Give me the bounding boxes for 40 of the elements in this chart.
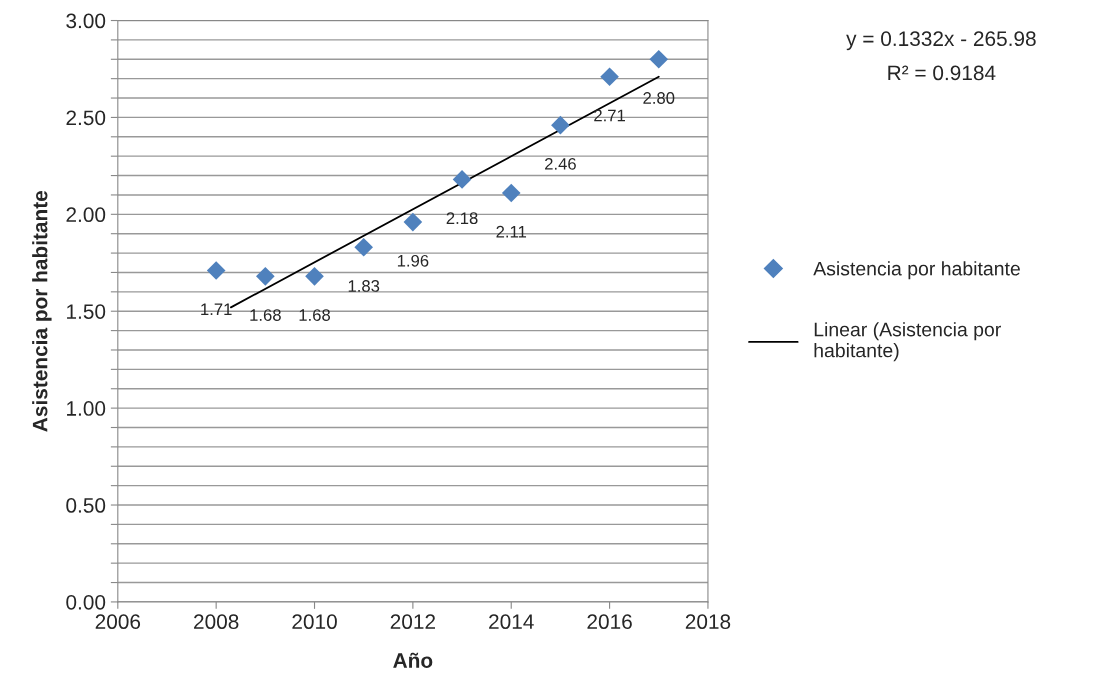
data-label: 1.96 — [397, 254, 429, 267]
point — [403, 212, 423, 232]
x-tick-label: 2012 — [390, 614, 435, 630]
x-tick-label: 2010 — [292, 614, 337, 630]
point — [206, 261, 226, 280]
y-tick-label: 1.00 — [67, 401, 106, 416]
data-label: 1.68 — [250, 309, 281, 321]
legend-label: Linear (Asistencia por habitante) — [814, 322, 1001, 362]
data-label: 2.80 — [643, 92, 675, 104]
point — [600, 67, 619, 87]
text: R² = 0.9184 — [888, 65, 996, 81]
y-tick-label: 2.50 — [66, 110, 106, 126]
text: y = 0.1332x - 265.98 — [846, 31, 1036, 51]
point — [354, 237, 374, 257]
point — [452, 170, 472, 189]
x-tick-label: 2014 — [489, 614, 534, 630]
y-tick-label: 0.00 — [66, 594, 106, 610]
x-tick-label: 2006 — [95, 614, 141, 630]
y-tick-label: 2.00 — [66, 207, 106, 223]
point — [551, 115, 570, 135]
y-tick-label: 3.00 — [66, 13, 106, 29]
y-tick-label: 1.50 — [67, 304, 106, 319]
point — [649, 49, 669, 69]
data-label: 1.83 — [348, 280, 380, 292]
point — [305, 267, 324, 286]
point — [256, 267, 275, 286]
x-tick-label: 2016 — [587, 614, 632, 630]
legend-label: Asistencia por habitante — [813, 261, 1020, 280]
y-axis-title: Asistencia por habitante — [32, 190, 52, 432]
y-tick-label: 0.50 — [66, 498, 106, 513]
data-label: 2.46 — [545, 157, 576, 170]
data-label: 1.68 — [299, 309, 331, 321]
x-tick-label: 2018 — [685, 614, 731, 630]
data-label: 1.71 — [201, 303, 232, 315]
point — [501, 183, 521, 203]
data-label: 2.11 — [496, 225, 527, 238]
data-label: 2.18 — [446, 212, 478, 225]
x-axis-title: Año — [393, 652, 433, 668]
x-tick-label: 2008 — [194, 614, 239, 630]
data-label: 2.71 — [594, 109, 625, 122]
